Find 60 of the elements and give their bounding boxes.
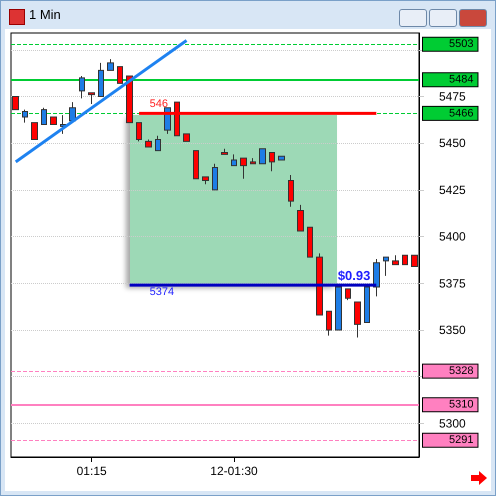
y-tick-label: 5375 (439, 276, 466, 290)
ref-line-label: 5466 (449, 107, 474, 120)
x-tick-label: 01:15 (76, 464, 107, 478)
candlestick (240, 158, 247, 180)
annotation: $0.93 (338, 268, 370, 284)
candlestick (364, 286, 370, 324)
annotation: 546 (150, 98, 168, 110)
candlestick (316, 252, 323, 316)
y-tick-label: 5450 (439, 136, 466, 150)
y-tick-label: 5475 (439, 90, 466, 104)
y-tick-label: 5350 (439, 322, 466, 337)
y-tick-label: 5425 (439, 182, 466, 197)
candlestick (411, 254, 418, 267)
candlestick (41, 107, 47, 126)
candlestick (354, 301, 361, 338)
candlestick (202, 176, 209, 185)
candlestick (107, 58, 114, 71)
candlestick (335, 286, 342, 330)
candlestick (117, 66, 123, 84)
candlestick (22, 109, 28, 124)
x-tick-label: 12-01:30 (210, 464, 258, 478)
candlestick (50, 116, 57, 126)
ref-line-label: 5484 (449, 74, 474, 86)
candlestick (183, 133, 190, 142)
candlestick (98, 62, 104, 98)
candlestick (145, 138, 152, 148)
ref-line-label: 5291 (449, 434, 474, 446)
candlestick (193, 150, 199, 180)
candlestick (136, 122, 142, 142)
ref-line-label: 5310 (449, 398, 474, 411)
candlestick (126, 75, 133, 124)
candlestick (60, 114, 66, 134)
ref-line-label: 5328 (449, 365, 474, 378)
candlestick (288, 174, 294, 208)
candlestick (402, 254, 408, 266)
candlestick (278, 156, 285, 161)
candlestick (259, 148, 266, 164)
candlestick (231, 154, 237, 166)
candlestick (69, 102, 76, 122)
candlestick (269, 152, 275, 172)
candlestick (373, 258, 380, 297)
y-tick-label: 5400 (439, 230, 466, 244)
candlestick (297, 204, 304, 232)
candlestick (307, 226, 313, 258)
candlestick (345, 288, 351, 301)
chart-title: 1 Min (29, 7, 61, 22)
annotation: 5374 (150, 286, 174, 298)
candlestick (155, 135, 161, 152)
candlestick (250, 158, 256, 164)
candlestick (326, 310, 332, 336)
candlestick (383, 256, 389, 276)
candlestick (221, 148, 228, 155)
ref-line-label: 5503 (449, 38, 474, 50)
candlestick (31, 122, 38, 140)
candlestick (212, 163, 218, 190)
candlestick (392, 254, 399, 266)
y-tick-label: 5300 (439, 416, 466, 430)
candlestick (88, 92, 95, 104)
candlestick (12, 96, 19, 110)
candlestick (79, 75, 85, 99)
